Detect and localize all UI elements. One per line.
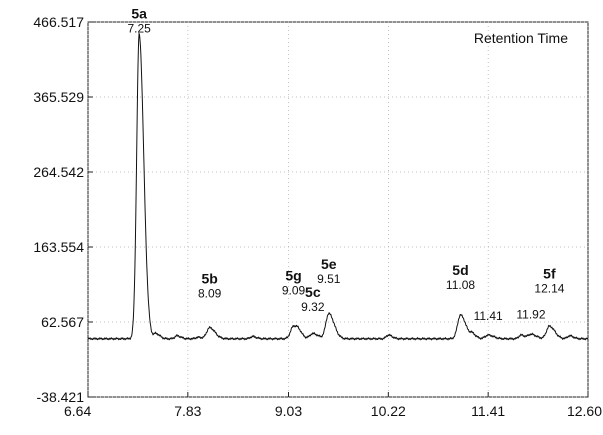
peak-label: 5a7.25 bbox=[127, 6, 151, 36]
peak-label: 5b8.09 bbox=[198, 271, 222, 301]
chromatogram-trace bbox=[87, 32, 589, 341]
peak-retention-time: 9.51 bbox=[317, 272, 341, 286]
peak-name: 5d bbox=[452, 262, 468, 278]
peak-retention-time: 7.25 bbox=[127, 22, 151, 36]
y-tick-label: -38.421 bbox=[37, 389, 85, 405]
peak-label: 5e9.51 bbox=[317, 256, 341, 286]
y-tick-label: 466.517 bbox=[33, 14, 84, 30]
x-tick-label: 9.03 bbox=[275, 403, 302, 419]
peak-retention-time: 9.32 bbox=[301, 300, 325, 314]
x-tick-label: 12.60 bbox=[567, 403, 602, 419]
peak-label: 11.92 bbox=[516, 307, 545, 321]
peak-name: 5f bbox=[543, 265, 556, 281]
peak-retention-time: 9.09 bbox=[282, 284, 306, 298]
y-tick-label: 365.529 bbox=[33, 89, 84, 105]
legend-label: Retention Time bbox=[474, 30, 568, 46]
peak-retention-time: 12.14 bbox=[534, 281, 564, 295]
peak-retention-time: 11.08 bbox=[446, 278, 475, 292]
peak-name: 5a bbox=[131, 6, 147, 22]
y-tick-label: 163.554 bbox=[33, 239, 84, 255]
peak-name: 5g bbox=[285, 268, 301, 284]
plot-frame bbox=[87, 21, 589, 398]
x-tick-label: 7.83 bbox=[174, 403, 201, 419]
peak-label: 5c9.32 bbox=[301, 284, 325, 314]
y-axis: 466.517 365.529 264.542 163.554 62.567 -38.42… bbox=[33, 14, 93, 405]
x-tick-label: 10.22 bbox=[371, 403, 406, 419]
peak-name: 5c bbox=[305, 284, 321, 300]
x-axis: 6.64 7.83 9.03 10.22 11.41 12.60 bbox=[64, 392, 602, 419]
peak-label: 5g9.09 bbox=[282, 268, 306, 298]
x-tick-label: 11.41 bbox=[471, 403, 505, 419]
y-tick-label: 264.542 bbox=[33, 164, 84, 180]
peak-label: 11.41 bbox=[474, 309, 503, 323]
peak-retention-time: 8.09 bbox=[198, 287, 222, 301]
peak-retention-time: 11.92 bbox=[516, 307, 545, 321]
x-tick-label: 6.64 bbox=[64, 403, 91, 419]
y-tick-label: 62.567 bbox=[41, 314, 84, 330]
peak-retention-time: 11.41 bbox=[474, 309, 503, 323]
peak-name: 5b bbox=[201, 271, 217, 287]
peak-name: 5e bbox=[321, 256, 337, 272]
